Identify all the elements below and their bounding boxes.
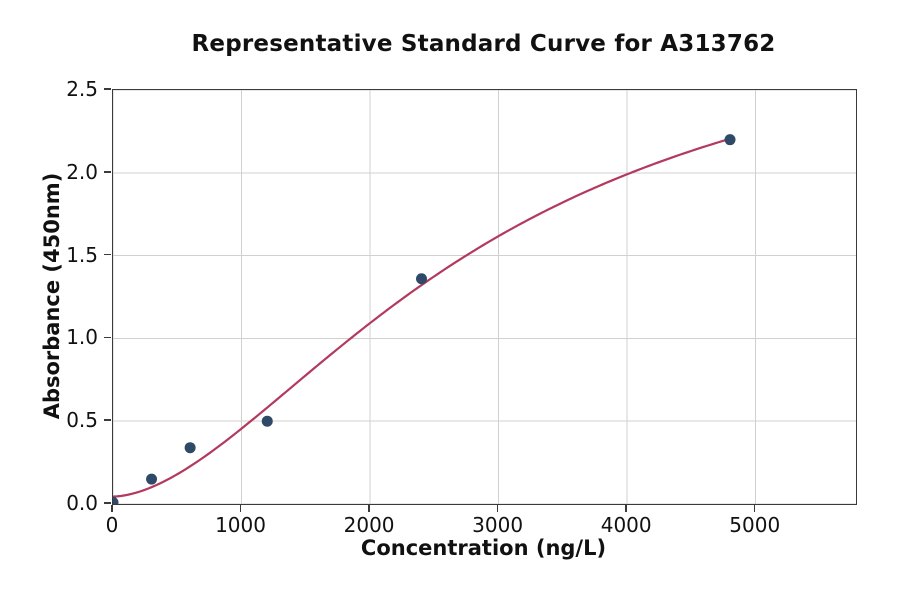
- x-tick-mark: [239, 504, 242, 512]
- y-tick-label: 2.5: [66, 77, 98, 101]
- y-tick-label: 2.0: [66, 159, 98, 184]
- data-point: [184, 442, 196, 454]
- y-tick-mark: [103, 171, 111, 173]
- x-tick-label: 1000: [215, 513, 266, 537]
- y-tick-mark: [103, 88, 111, 90]
- x-tick-mark: [111, 504, 113, 512]
- plot-area: [112, 89, 857, 505]
- y-tick-mark: [103, 502, 111, 504]
- x-tick-label: 0: [105, 513, 119, 537]
- y-tick-label: 1.5: [66, 242, 98, 267]
- data-point: [113, 496, 119, 504]
- y-tick-mark: [103, 336, 111, 339]
- y-tick-mark: [103, 419, 111, 421]
- fit-curve: [113, 137, 732, 498]
- y-tick-label: 0.0: [66, 491, 98, 515]
- x-tick-label: 5000: [729, 513, 781, 537]
- data-point: [416, 273, 428, 285]
- y-tick-label: 1.0: [66, 325, 98, 350]
- data-point: [146, 473, 158, 485]
- x-tick-label: 2000: [343, 513, 395, 537]
- x-tick-label: 4000: [600, 513, 652, 537]
- data-point: [724, 134, 736, 146]
- x-tick-mark: [625, 504, 627, 512]
- chart-title: Representative Standard Curve for A31376…: [191, 31, 776, 57]
- x-tick-mark: [368, 504, 370, 512]
- y-tick-mark: [103, 253, 111, 256]
- y-tick-label: 0.5: [66, 408, 98, 433]
- y-axis-label: Absorbance (450nm): [40, 172, 64, 420]
- data-point: [261, 415, 273, 427]
- x-tick-label: 3000: [472, 513, 524, 537]
- x-axis-label: Concentration (ng/L): [360, 536, 607, 560]
- plot-canvas: [113, 90, 856, 504]
- x-tick-mark: [496, 504, 499, 512]
- x-tick-mark: [753, 504, 756, 512]
